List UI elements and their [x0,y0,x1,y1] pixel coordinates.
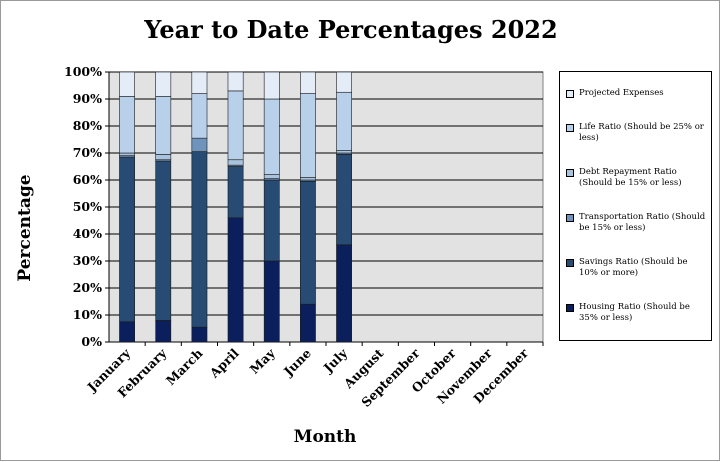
bar-segment [300,303,316,343]
legend-swatch [566,123,574,132]
bar-segment [155,71,172,97]
y-tick-label: 30% [73,253,102,268]
x-axis-label: Month [293,427,357,447]
legend-swatch [566,89,574,98]
x-tick-label: June [280,345,314,379]
legend-label: Savings Ratio (Should be 10% or more) [579,257,688,279]
bar-segment [119,156,135,323]
bar-segment [300,177,316,181]
bar-segment [227,159,244,166]
bar-segment [227,217,244,343]
bar-segment [336,71,352,93]
legend-swatch [566,304,574,313]
legend: Projected Expenses Life Ratio (Should be … [559,71,712,341]
bar-segment [227,71,244,92]
bar-segment [119,321,135,343]
x-tick-label: May [247,345,279,377]
legend-item: Savings Ratio (Should be 10% or more) [566,257,707,279]
bar-segment [300,181,316,305]
bar-segment [191,137,208,152]
bar-segment [191,71,208,94]
bar-segment [155,160,172,321]
legend-item: Projected Expenses [566,88,707,99]
legend-item: Transportation Ratio (Should be 15% or l… [566,212,707,234]
y-tick-label: 70% [73,145,102,160]
bar-segment [155,320,172,343]
bar-segment [155,96,172,155]
bar-segment [191,326,208,343]
bar-segment [336,150,352,154]
y-tick-label: 10% [73,307,102,322]
legend-swatch [566,214,574,223]
bar-segment [300,71,316,94]
bar-segment [119,152,135,157]
legend-item: Life Ratio (Should be 25% or less) [566,122,707,144]
legend-label: Life Ratio (Should be 25% or less) [579,121,704,143]
bar-segment [227,90,244,161]
bar-segment [263,174,280,179]
y-tick-label: 90% [73,91,102,106]
x-tick-label: March [163,346,206,389]
bar-segment [263,71,280,100]
legend-label: Transportation Ratio (Should be 15% or l… [579,212,706,234]
bar-segment [191,151,208,328]
legend-label: Debt Repayment Ratio (Should be 15% or l… [579,166,682,188]
x-tick-label: April [206,345,242,381]
legend-label: Housing Ratio (Should be 35% or less) [579,302,690,324]
y-tick-label: 100% [64,64,102,79]
bar-segment [191,93,208,139]
bar-segment [263,260,280,343]
y-tick-label: 20% [73,280,102,295]
bar-segment [119,71,135,97]
legend-swatch [566,168,574,177]
legend-item: Housing Ratio (Should be 35% or less) [566,302,707,324]
bar-segment [155,154,172,161]
legend-item: Debt Repayment Ratio (Should be 15% or l… [566,167,707,189]
bar-segment [263,179,280,262]
bar-segment [227,166,244,219]
y-tick-label: 50% [73,199,102,214]
y-tick-label: 80% [73,118,102,133]
y-tick-label: 60% [73,172,102,187]
legend-swatch [566,259,574,268]
bar-segment [336,154,352,246]
bar-segment [336,244,352,343]
bar-segment [119,96,135,154]
bar-segment [300,93,316,178]
chart-title: Year to Date Percentages 2022 [144,15,558,44]
y-tick-label: 0% [81,334,102,349]
bar-segment [263,98,280,175]
bar-segment [336,91,352,151]
y-tick-label: 40% [73,226,102,241]
legend-label: Projected Expenses [579,87,664,98]
x-tick-label: July [320,345,351,376]
